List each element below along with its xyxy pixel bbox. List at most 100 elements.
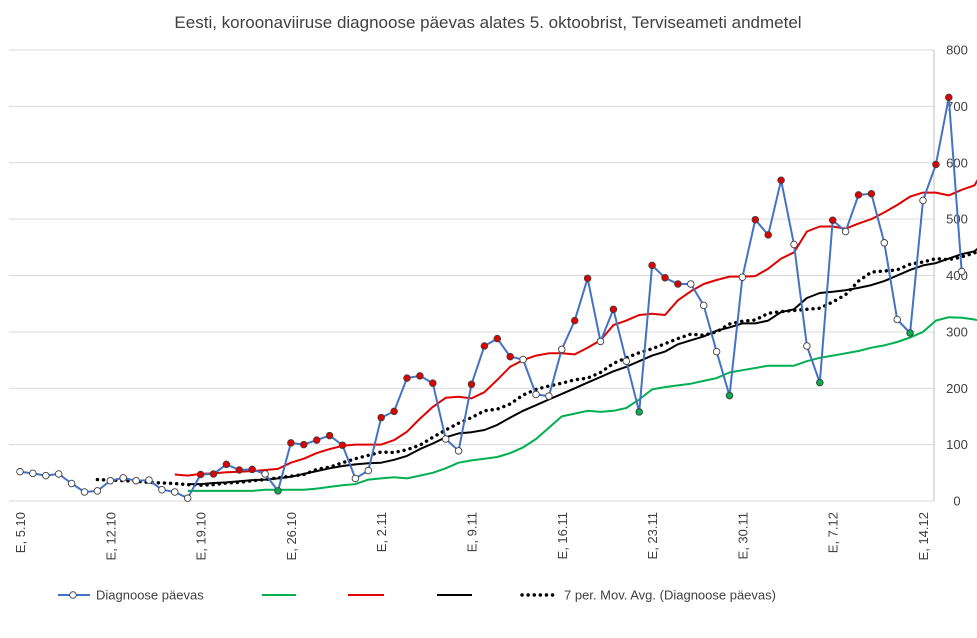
- data-point: [906, 329, 914, 337]
- data-point: [364, 466, 373, 475]
- data-point: [171, 488, 179, 496]
- data-point: [145, 476, 153, 484]
- data-point: [919, 196, 927, 205]
- data-point: [183, 494, 192, 502]
- data-point: [338, 441, 347, 449]
- data-point: [287, 439, 295, 447]
- data-point: [712, 347, 721, 356]
- data-point: [945, 93, 953, 102]
- data-point: [429, 379, 437, 387]
- x-axis: E, 5.10 E, 12.10 E, 19.10 E, 26.10 E, 2.11 E,…: [13, 512, 931, 560]
- data-point: [609, 305, 618, 314]
- data-point: [29, 469, 37, 478]
- data-point: [932, 160, 940, 169]
- x-tick-label: E, 26.10: [284, 512, 299, 560]
- y-tick-label: 200: [946, 381, 968, 396]
- data-point: [390, 407, 398, 416]
- data-point: [325, 431, 334, 440]
- data-point: [687, 280, 695, 288]
- data-point: [790, 240, 798, 249]
- data-point: [725, 391, 734, 400]
- data-point: [158, 485, 166, 494]
- chart-title: Eesti, koroonaviiruse diagnoose päevas a…: [174, 13, 801, 32]
- data-point: [828, 216, 837, 225]
- series-line: [174, 179, 977, 477]
- data-point: [248, 465, 256, 474]
- data-point: [674, 280, 682, 288]
- data-point: [519, 355, 527, 364]
- data-point: [196, 470, 205, 479]
- legend-marker: [69, 591, 77, 599]
- data-point: [67, 479, 76, 488]
- data-point: [506, 352, 514, 361]
- series-line: [19, 96, 963, 500]
- data-point: [300, 440, 308, 449]
- x-tick-label: E, 16.11: [555, 512, 570, 559]
- y-tick-label: 0: [953, 494, 960, 509]
- data-point: [119, 474, 127, 482]
- series-line: [95, 250, 977, 487]
- y-tick-label: 100: [946, 437, 968, 452]
- data-point: [42, 471, 50, 480]
- data-point: [351, 474, 360, 483]
- y-tick-label: 600: [946, 155, 968, 170]
- x-tick-label: E, 30.11: [735, 512, 750, 559]
- data-point: [841, 227, 850, 236]
- x-tick-label: E, 19.10: [194, 512, 209, 560]
- data-point: [880, 239, 889, 247]
- x-tick-label: E, 2.11: [374, 512, 389, 552]
- data-point: [261, 470, 269, 478]
- data-point: [854, 191, 863, 199]
- gridlines: [9, 49, 934, 502]
- data-point: [816, 378, 824, 387]
- legend-label: Diagnoose päevas: [96, 588, 204, 603]
- data-point: [93, 487, 102, 495]
- data-point: [699, 301, 708, 310]
- data-point: [441, 435, 450, 443]
- data-point: [570, 316, 579, 325]
- data-point: [777, 176, 785, 184]
- data-point: [803, 342, 811, 350]
- legend: Diagnoose päevas 7 per. Mov. Avg. (Diagno…: [58, 588, 776, 603]
- data-point: [957, 267, 966, 276]
- data-point: [532, 390, 540, 399]
- data-point: [416, 372, 424, 380]
- x-tick-label: E, 14.12: [916, 512, 931, 560]
- legend-label: 7 per. Mov. Avg. (Diagnoose päevas): [564, 588, 776, 603]
- data-point: [648, 261, 656, 270]
- y-tick-label: 800: [946, 43, 968, 58]
- series-line: [187, 316, 977, 492]
- data-point: [16, 467, 24, 476]
- y-tick-label: 300: [946, 324, 968, 339]
- series-line: [187, 247, 977, 486]
- data-point: [764, 231, 772, 239]
- data-point: [751, 215, 760, 224]
- data-point: [312, 436, 321, 444]
- data-point: [132, 476, 140, 485]
- data-point: [558, 345, 566, 354]
- x-tick-label: E, 23.11: [645, 512, 660, 559]
- data-point: [454, 447, 463, 455]
- data-point: [867, 190, 876, 198]
- x-tick-label: E, 9.11: [465, 512, 480, 552]
- data-point: [106, 476, 115, 485]
- data-point: [583, 274, 592, 283]
- data-point: [635, 408, 643, 416]
- x-tick-label: E, 5.10: [13, 512, 28, 553]
- data-point: [493, 334, 502, 343]
- data-point: [596, 337, 605, 346]
- data-point: [661, 274, 669, 282]
- data-point: [235, 466, 244, 474]
- data-point: [222, 460, 231, 469]
- data-point: [738, 273, 747, 281]
- data-point: [274, 487, 282, 495]
- data-point: [893, 315, 901, 324]
- x-tick-label: E, 7.12: [826, 512, 841, 553]
- data-point: [545, 392, 553, 400]
- data-point: [377, 413, 385, 422]
- data-point: [80, 488, 89, 496]
- data-point: [209, 470, 218, 478]
- data-point: [54, 470, 63, 478]
